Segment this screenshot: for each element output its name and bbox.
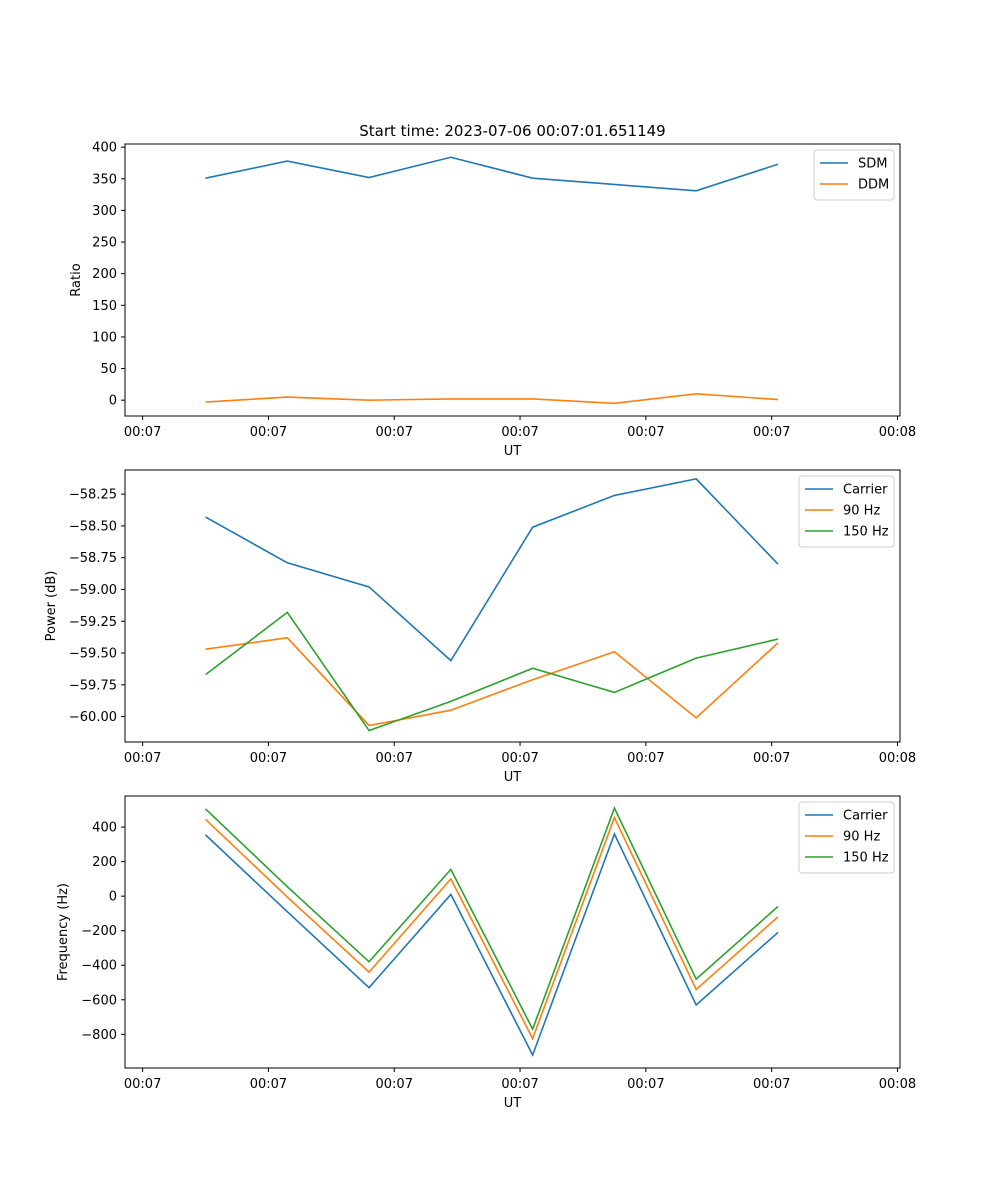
- ratio-y-tick-label: 200: [92, 267, 117, 282]
- ratio-y-tick-label: 250: [92, 236, 117, 251]
- ratio-y-tick-label: 400: [92, 141, 117, 156]
- frequency-x-tick-label: 00:07: [753, 1077, 790, 1092]
- power-legend-label: Carrier: [843, 483, 888, 498]
- ratio-y-tick-label: 100: [92, 330, 117, 345]
- power-legend-label: 150 Hz: [843, 525, 889, 540]
- power-y-axis-label: Power (dB): [44, 571, 59, 642]
- power-panel: 00:07 00:07 00:07 00:07 00:07 00:07 00:08 −60.0…: [44, 469, 916, 785]
- power-x-tick-label: 00:08: [879, 751, 916, 766]
- frequency-series-line-150-hz: [204, 806, 779, 1032]
- frequency-y-tick-label: 0: [109, 890, 117, 905]
- ratio-x-tick-label: 00:07: [627, 425, 664, 440]
- ratio-x-tick-label: 00:07: [250, 425, 287, 440]
- frequency-y-tick-label: −200: [81, 924, 117, 939]
- power-y-tick-label: −58.50: [69, 519, 117, 534]
- ratio-series-line-sdm: [205, 156, 779, 192]
- ratio-series-line-ddm: [205, 393, 779, 405]
- frequency-x-tick-label: 00:07: [376, 1077, 413, 1092]
- frequency-legend-box: [798, 801, 895, 874]
- ratio-legend-label: DDM: [858, 178, 889, 193]
- power-legend: Carrier 90 Hz 150 Hz: [798, 475, 895, 548]
- ratio-x-tick-label: 00:08: [879, 425, 916, 440]
- frequency-series-line-90-hz: [204, 815, 779, 1041]
- power-y-tick-label: −59.75: [69, 678, 117, 693]
- power-y-tick-label: −60.00: [69, 710, 117, 725]
- ratio-x-tick-label: 00:07: [124, 425, 161, 440]
- chart-title: Start time: 2023-07-06 00:07:01.651149: [359, 122, 665, 140]
- ratio-axes-frame: [124, 143, 901, 417]
- frequency-y-tick-label: −400: [81, 959, 117, 974]
- frequency-x-tick-label: 00:07: [124, 1077, 161, 1092]
- power-y-tick-label: −59.50: [69, 647, 117, 662]
- frequency-x-axis-label: UT: [504, 1096, 522, 1111]
- power-legend-label: 90 Hz: [843, 504, 880, 519]
- power-x-tick-label: 00:07: [124, 751, 161, 766]
- power-x-tick-label: 00:07: [627, 751, 664, 766]
- power-y-tick-label: −59.25: [69, 615, 117, 630]
- power-x-axis-label: UT: [504, 770, 522, 785]
- frequency-legend-label: Carrier: [843, 809, 888, 824]
- ratio-y-tick-label: 0: [109, 394, 117, 409]
- power-legend-box: [798, 475, 895, 548]
- frequency-axes-frame: [124, 795, 901, 1069]
- ratio-y-axis-label: Ratio: [69, 263, 84, 296]
- ratio-x-axis-label: UT: [504, 444, 522, 459]
- power-y-tick-label: −58.25: [69, 488, 117, 503]
- power-x-tick-label: 00:07: [250, 751, 287, 766]
- power-axes-frame: [124, 469, 901, 743]
- frequency-y-tick-label: −800: [81, 1028, 117, 1043]
- power-series-line-carrier: [205, 478, 779, 662]
- frequency-legend: Carrier 90 Hz 150 Hz: [798, 801, 895, 874]
- frequency-legend-label: 150 Hz: [843, 851, 889, 866]
- power-y-tick-label: −58.75: [69, 551, 117, 566]
- power-x-tick-label: 00:07: [501, 751, 538, 766]
- power-y-tick-label: −59.00: [69, 583, 117, 598]
- power-x-tick-label: 00:07: [376, 751, 413, 766]
- ratio-legend-label: SDM: [858, 157, 887, 172]
- frequency-legend-label: 90 Hz: [843, 830, 880, 845]
- power-series-line-150-hz: [205, 611, 779, 732]
- frequency-panel: 00:07 00:07 00:07 00:07 00:07 00:07 00:08 −800 −…: [56, 795, 916, 1111]
- ratio-x-tick-label: 00:07: [501, 425, 538, 440]
- ratio-x-tick-label: 00:07: [753, 425, 790, 440]
- frequency-y-tick-label: −600: [81, 993, 117, 1008]
- frequency-x-tick-label: 00:07: [501, 1077, 538, 1092]
- frequency-x-tick-label: 00:07: [250, 1077, 287, 1092]
- ratio-y-tick-label: 50: [100, 362, 117, 377]
- ratio-x-tick-label: 00:07: [376, 425, 413, 440]
- power-x-tick-label: 00:07: [753, 751, 790, 766]
- frequency-series-line-carrier: [204, 831, 779, 1058]
- frequency-y-axis-label: Frequency (Hz): [56, 883, 71, 981]
- power-series-line-90-hz: [205, 636, 779, 727]
- frequency-y-tick-label: 400: [92, 821, 117, 836]
- frequency-x-tick-label: 00:08: [879, 1077, 916, 1092]
- ratio-panel: 00:07 00:07 00:07 00:07 00:07 00:07 00:08 0 50 10…: [69, 122, 916, 459]
- ratio-y-tick-label: 300: [92, 204, 117, 219]
- ratio-y-tick-label: 150: [92, 299, 117, 314]
- ratio-legend: SDM DDM: [813, 149, 895, 201]
- frequency-x-tick-label: 00:07: [627, 1077, 664, 1092]
- ratio-y-tick-label: 350: [92, 172, 117, 187]
- frequency-y-tick-label: 200: [92, 855, 117, 870]
